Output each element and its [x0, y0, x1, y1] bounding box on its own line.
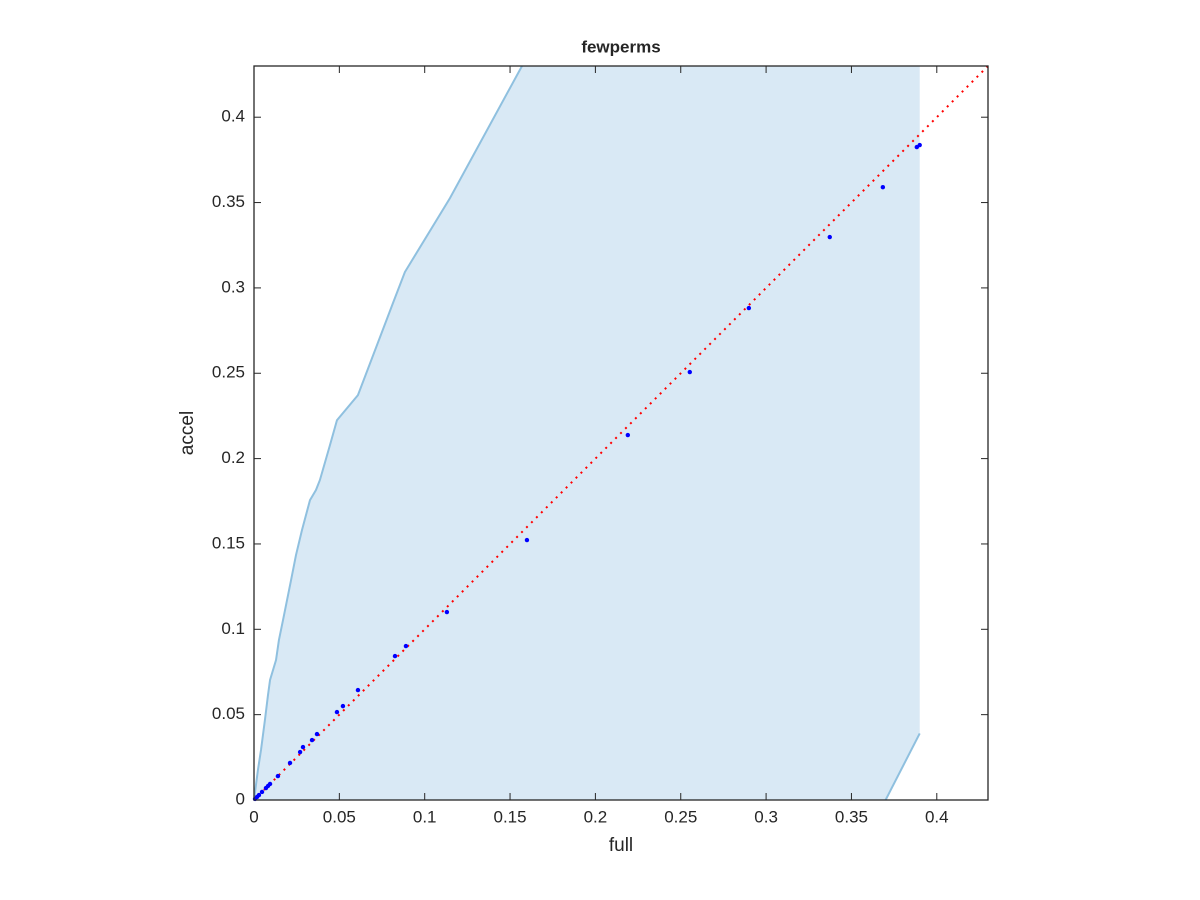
data-point [314, 731, 320, 737]
data-point [917, 142, 922, 148]
y-tick-label: 0.15 [212, 533, 245, 552]
data-point [340, 703, 346, 709]
band-lower-edge [884, 732, 921, 800]
x-axis-label: full [609, 835, 633, 856]
data-point [687, 369, 692, 375]
x-tick-label: 0.2 [584, 807, 608, 826]
data-point [355, 687, 361, 693]
y-tick-label: 0 [236, 789, 245, 808]
chart-title: fewperms [581, 37, 660, 56]
y-tick-label: 0.2 [221, 448, 245, 467]
reference-line [254, 66, 988, 800]
x-tick-label: 0.3 [754, 807, 778, 826]
plot-area [254, 66, 988, 800]
axes-box [253, 65, 989, 801]
x-tick-label: 0.4 [925, 807, 949, 826]
data-point [309, 737, 315, 743]
data-point [625, 432, 631, 438]
data-point [267, 781, 273, 787]
data-point [300, 744, 306, 750]
data-point [444, 609, 450, 615]
data-point [256, 792, 262, 798]
x-tick-label: 0.15 [493, 807, 526, 826]
band-fill [254, 66, 920, 800]
y-tick-label: 0.1 [221, 619, 245, 638]
x-tick-label: 0 [249, 807, 258, 826]
y-tick-label: 0.05 [212, 704, 245, 723]
y-tick-label: 0.4 [221, 107, 245, 126]
y-tick-label: 0.25 [212, 363, 245, 382]
data-point [880, 184, 886, 190]
data-point [827, 234, 832, 240]
data-point [287, 760, 293, 766]
x-tick-label: 0.35 [835, 807, 868, 826]
x-tick-label: 0.25 [664, 807, 697, 826]
x-tick-label: 0.05 [323, 807, 356, 826]
x-tick-label: 0.1 [413, 807, 437, 826]
y-tick-label: 0.3 [221, 277, 245, 296]
data-point [524, 537, 530, 543]
data-point [403, 643, 409, 649]
data-point [275, 773, 281, 779]
band-upper-edge [254, 66, 523, 800]
data-point [746, 305, 752, 311]
data-point [392, 653, 398, 659]
data-point [297, 749, 303, 755]
y-tick-label: 0.35 [212, 192, 245, 211]
data-point [334, 709, 340, 715]
y-axis-label: accel [177, 411, 198, 455]
data-point [259, 789, 265, 795]
